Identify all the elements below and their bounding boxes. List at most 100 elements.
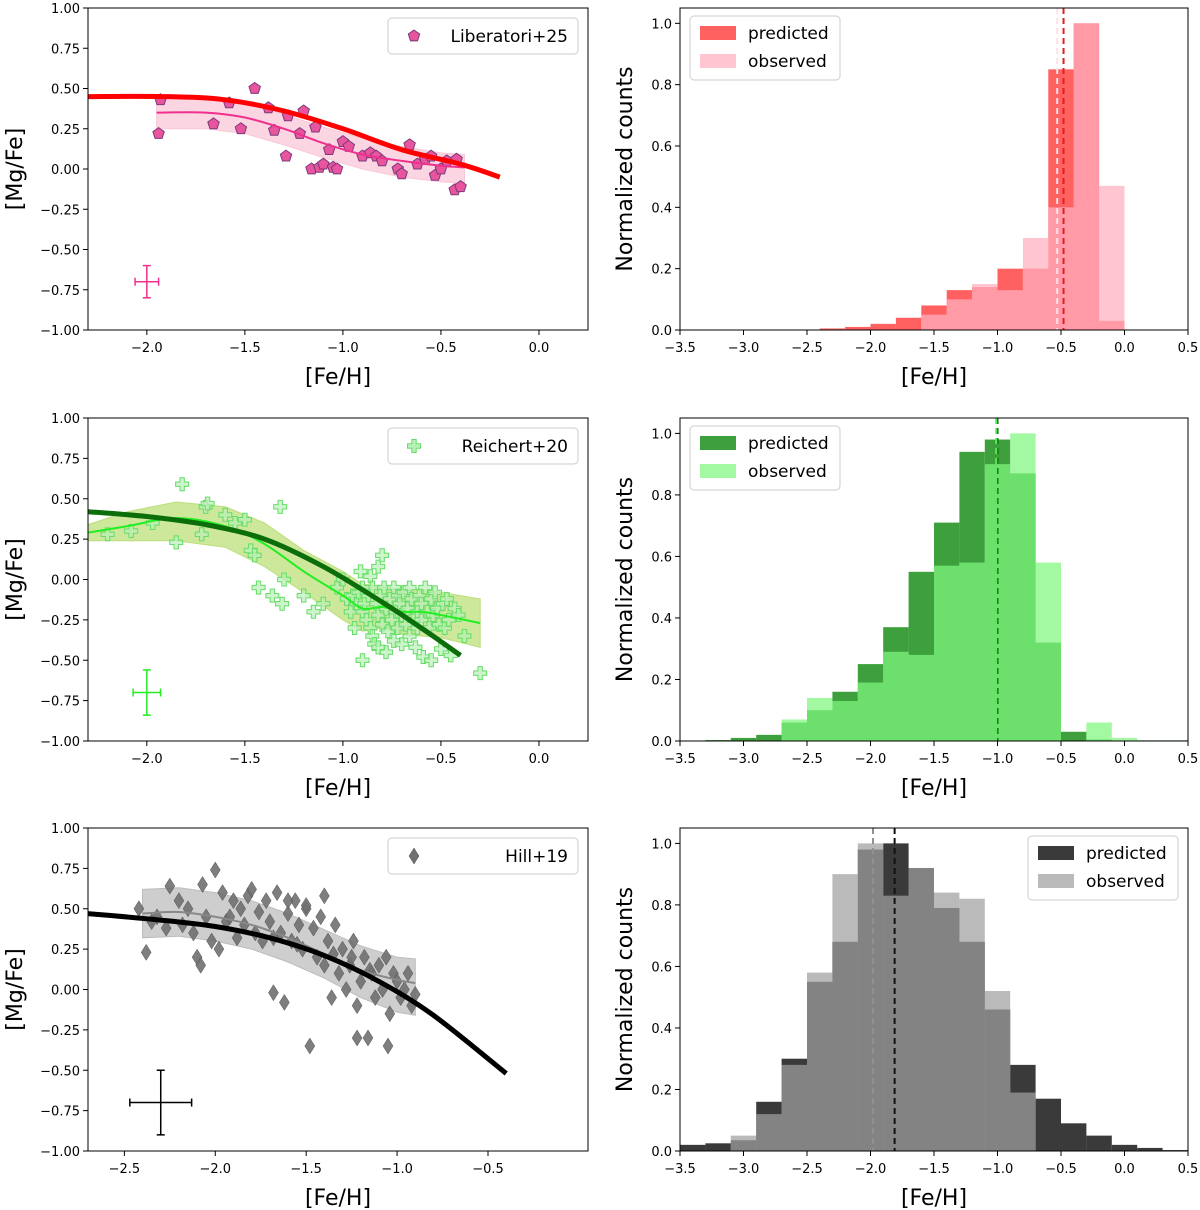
histogram-bar (908, 867, 934, 1151)
y-axis-label: [Mg/Fe] (3, 128, 28, 211)
y-axis-label: Normalized counts (613, 66, 638, 271)
histogram-bar (883, 895, 909, 1151)
y-tick-label: 0.50 (51, 83, 80, 98)
scatter-point (395, 167, 408, 180)
scatter-point (377, 580, 392, 595)
y-tick-label: 0.75 (51, 452, 80, 467)
model-line (88, 93, 501, 180)
y-tick-label: 0.50 (51, 903, 80, 918)
y-tick-label: 0.25 (51, 943, 80, 958)
scatter-point (330, 162, 344, 175)
y-tick-label: 0.25 (51, 533, 80, 548)
x-tick-label: −0.5 (1045, 341, 1077, 356)
scatter-point (355, 653, 370, 668)
histogram-bar (1035, 1098, 1061, 1151)
legend-swatch (1038, 874, 1074, 888)
legend-label: observed (748, 462, 827, 482)
x-tick-label: 0.0 (1114, 1162, 1135, 1177)
x-tick-label: 0.5 (1178, 341, 1199, 356)
running-mean-line (156, 111, 465, 169)
scatter-point (175, 477, 190, 492)
histogram-bar (1099, 185, 1125, 330)
y-tick-label: 0.6 (651, 550, 672, 565)
histogram-bar (857, 682, 884, 741)
scatter-point (248, 81, 261, 94)
y-tick-label: 1.00 (51, 822, 80, 837)
x-tick-label: −3.0 (728, 341, 760, 356)
y-tick-label: 1.0 (651, 17, 672, 32)
y-tick-label: 0.50 (51, 493, 80, 508)
legend: predicted observed (689, 425, 841, 491)
legend-swatch (700, 54, 736, 68)
x-tick-label: 0.0 (1114, 341, 1135, 356)
y-tick-label: −0.50 (40, 654, 80, 669)
histogram-bar (908, 654, 934, 741)
legend: Liberatori+25 (387, 17, 579, 55)
histogram-panel-hist-reichert: predicted observed −3.5 −3.0 −2.5 −2.0 −1.5 −1.… (613, 417, 1198, 801)
legend: predicted observed (1027, 835, 1179, 901)
scatter-point (260, 892, 272, 910)
legend-label: Liberatori+25 (450, 27, 568, 47)
histogram-bar (895, 317, 922, 330)
histogram-bar (832, 701, 858, 741)
scatter-point (237, 512, 252, 527)
y-tick-label: −0.50 (40, 244, 80, 259)
histogram-bar (1048, 207, 1074, 330)
x-axis-label: [Fe/H] (305, 365, 371, 390)
x-tick-label: −3.0 (728, 1162, 760, 1177)
scatter-point (424, 653, 439, 668)
legend-label: predicted (748, 434, 829, 454)
y-tick-label: 0.6 (651, 960, 672, 975)
scatter-point (253, 903, 265, 921)
histogram-bar (1035, 562, 1061, 741)
x-tick-label: −1.0 (982, 752, 1014, 767)
scatter-point (402, 629, 417, 644)
y-tick-label: 0.2 (651, 1083, 672, 1098)
histogram-bar (972, 284, 998, 330)
scatter-point (197, 876, 208, 893)
histogram-bar (832, 874, 858, 1151)
histogram-bar (870, 323, 896, 330)
scatter-point (306, 604, 321, 619)
x-tick-label: −1.5 (918, 341, 950, 356)
scatter-point (194, 527, 209, 542)
y-tick-label: −0.50 (40, 1064, 80, 1079)
scatter-point (304, 1037, 316, 1055)
x-tick-label: −1.5 (918, 1162, 950, 1177)
scatter-point (100, 527, 115, 542)
scatter-point (348, 932, 359, 950)
scatter-point (152, 126, 165, 139)
histogram-bar (1086, 1135, 1112, 1151)
histogram-bar (921, 314, 947, 330)
histogram-bar (819, 328, 846, 330)
scatter-point (326, 989, 337, 1007)
y-tick-label: 0.25 (51, 123, 80, 138)
x-tick-label: −0.5 (1045, 752, 1077, 767)
legend-label: Reichert+20 (462, 437, 568, 457)
x-tick-label: 0.5 (1178, 1162, 1199, 1177)
scatter-point (218, 507, 233, 522)
scatter-point (343, 604, 358, 619)
x-tick-label: 0.0 (529, 752, 550, 767)
scatter-point (316, 596, 331, 611)
y-tick-label: −0.75 (40, 695, 80, 710)
scatter-point (418, 580, 433, 595)
x-tick-label: −0.5 (472, 1162, 504, 1177)
y-tick-label: 0.8 (651, 79, 672, 94)
histogram-bar (883, 651, 909, 741)
scatter-point (371, 640, 386, 655)
model-line (88, 911, 508, 1076)
x-tick-label: −2.5 (109, 1162, 141, 1177)
x-tick-label: −2.0 (199, 1162, 231, 1177)
y-tick-label: 0.2 (651, 263, 672, 278)
scatter-point (359, 948, 370, 966)
scatter-point (394, 637, 409, 652)
histogram-bar (730, 1135, 757, 1151)
scatter-point (439, 591, 454, 606)
scatter-point (315, 908, 327, 926)
model-line (88, 509, 462, 658)
legend-box (387, 427, 579, 465)
scatter-point (319, 887, 330, 905)
scatter-point (351, 1029, 363, 1047)
